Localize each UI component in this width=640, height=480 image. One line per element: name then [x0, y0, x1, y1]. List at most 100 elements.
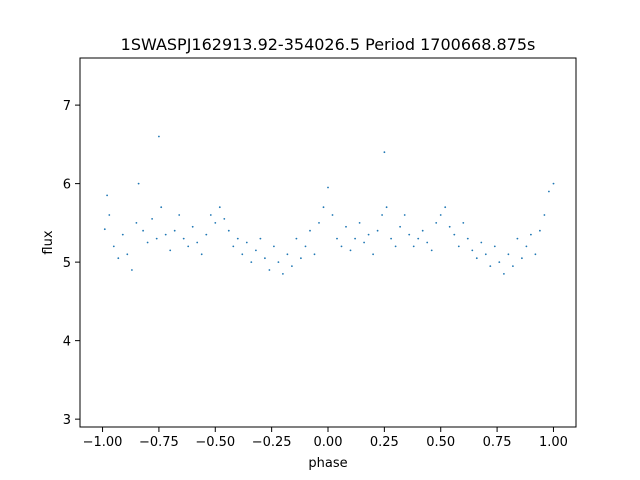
- y-tick-label: 3: [63, 413, 71, 428]
- x-axis: −1.00 −0.75 −0.50 −0.25 0.00 0.25 0.50 0.75 1.00: [83, 427, 568, 450]
- data-point: [151, 218, 154, 220]
- y-tick-label: 5: [63, 256, 71, 271]
- data-point: [336, 237, 338, 240]
- data-point: [444, 206, 447, 209]
- data-point: [394, 245, 397, 248]
- data-point: [300, 257, 302, 260]
- data-point: [268, 269, 271, 271]
- data-point: [135, 222, 138, 224]
- data-point: [117, 257, 120, 260]
- x-tick-label: −1.00: [83, 435, 123, 450]
- data-point: [146, 241, 149, 244]
- data-point: [236, 237, 239, 240]
- y-tick-label: 4: [63, 335, 71, 350]
- data-point: [412, 245, 415, 248]
- data-point: [484, 253, 487, 256]
- data-point: [475, 257, 478, 260]
- data-point: [282, 273, 284, 275]
- data-point: [313, 253, 316, 256]
- data-point: [448, 225, 451, 228]
- data-point: [160, 206, 163, 209]
- data-point: [552, 182, 555, 185]
- data-point: [286, 253, 289, 256]
- data-point: [466, 237, 469, 240]
- data-point: [259, 237, 262, 240]
- y-axis: 3 4 5 6 7: [63, 99, 80, 428]
- data-point: [534, 253, 537, 256]
- data-point: [363, 241, 365, 244]
- data-point: [381, 214, 383, 216]
- data-point: [245, 241, 248, 244]
- data-point: [112, 245, 115, 248]
- data-point: [376, 229, 379, 232]
- data-point: [548, 190, 550, 193]
- data-point: [480, 241, 483, 244]
- data-point: [291, 265, 293, 267]
- data-point: [383, 151, 386, 154]
- data-point: [187, 245, 190, 248]
- data-point: [142, 229, 145, 232]
- data-point: [525, 245, 528, 248]
- data-point: [462, 222, 465, 224]
- x-tick-label: 1.00: [539, 435, 568, 450]
- data-point: [543, 214, 546, 216]
- data-point: [539, 229, 541, 232]
- data-point: [232, 245, 235, 248]
- data-point: [421, 229, 424, 232]
- data-point: [108, 214, 111, 216]
- chart-title: 1SWASPJ162913.92-354026.5 Period 1700668…: [121, 35, 536, 54]
- data-point: [521, 257, 523, 260]
- x-tick-label: 0.00: [314, 435, 343, 450]
- data-point: [200, 253, 203, 256]
- data-point: [218, 206, 221, 209]
- data-point: [340, 245, 343, 248]
- x-tick-label: −0.75: [139, 435, 179, 450]
- data-point: [390, 237, 392, 240]
- data-point: [358, 222, 361, 224]
- x-tick-label: −0.25: [252, 435, 292, 450]
- x-axis-label: phase: [308, 456, 347, 471]
- data-point: [309, 229, 311, 232]
- data-point: [223, 218, 226, 220]
- data-point: [250, 261, 253, 263]
- data-point: [173, 229, 176, 232]
- y-tick-label: 6: [63, 178, 71, 193]
- data-point: [503, 273, 505, 275]
- data-point: [131, 269, 133, 271]
- data-point: [322, 206, 325, 209]
- x-tick-label: 0.75: [483, 435, 512, 450]
- data-point: [264, 257, 266, 260]
- data-point: [121, 233, 124, 236]
- data-point: [408, 233, 411, 236]
- data-point: [106, 194, 108, 197]
- data-point: [417, 237, 420, 240]
- data-point: [155, 237, 158, 240]
- data-point: [435, 222, 438, 224]
- x-tick-label: −0.50: [195, 435, 235, 450]
- data-point: [453, 233, 456, 236]
- data-point: [196, 241, 199, 244]
- data-point: [345, 225, 347, 228]
- data-point: [507, 253, 510, 256]
- data-point: [327, 186, 329, 189]
- y-axis-label: flux: [41, 230, 56, 254]
- data-point: [457, 245, 460, 248]
- data-point: [164, 233, 167, 236]
- data-point: [318, 222, 320, 224]
- data-point: [273, 245, 275, 248]
- data-point: [304, 245, 307, 248]
- data-point: [277, 261, 280, 263]
- data-point: [349, 249, 352, 252]
- data-point: [227, 229, 230, 232]
- data-point: [126, 253, 129, 256]
- data-point: [354, 237, 356, 240]
- data-point: [516, 237, 519, 240]
- data-point: [439, 214, 442, 216]
- data-point: [372, 253, 374, 256]
- data-point: [493, 245, 496, 248]
- data-point: [498, 261, 501, 263]
- x-tick-label: 0.50: [426, 435, 455, 450]
- data-point: [241, 253, 244, 256]
- data-points: [103, 135, 555, 275]
